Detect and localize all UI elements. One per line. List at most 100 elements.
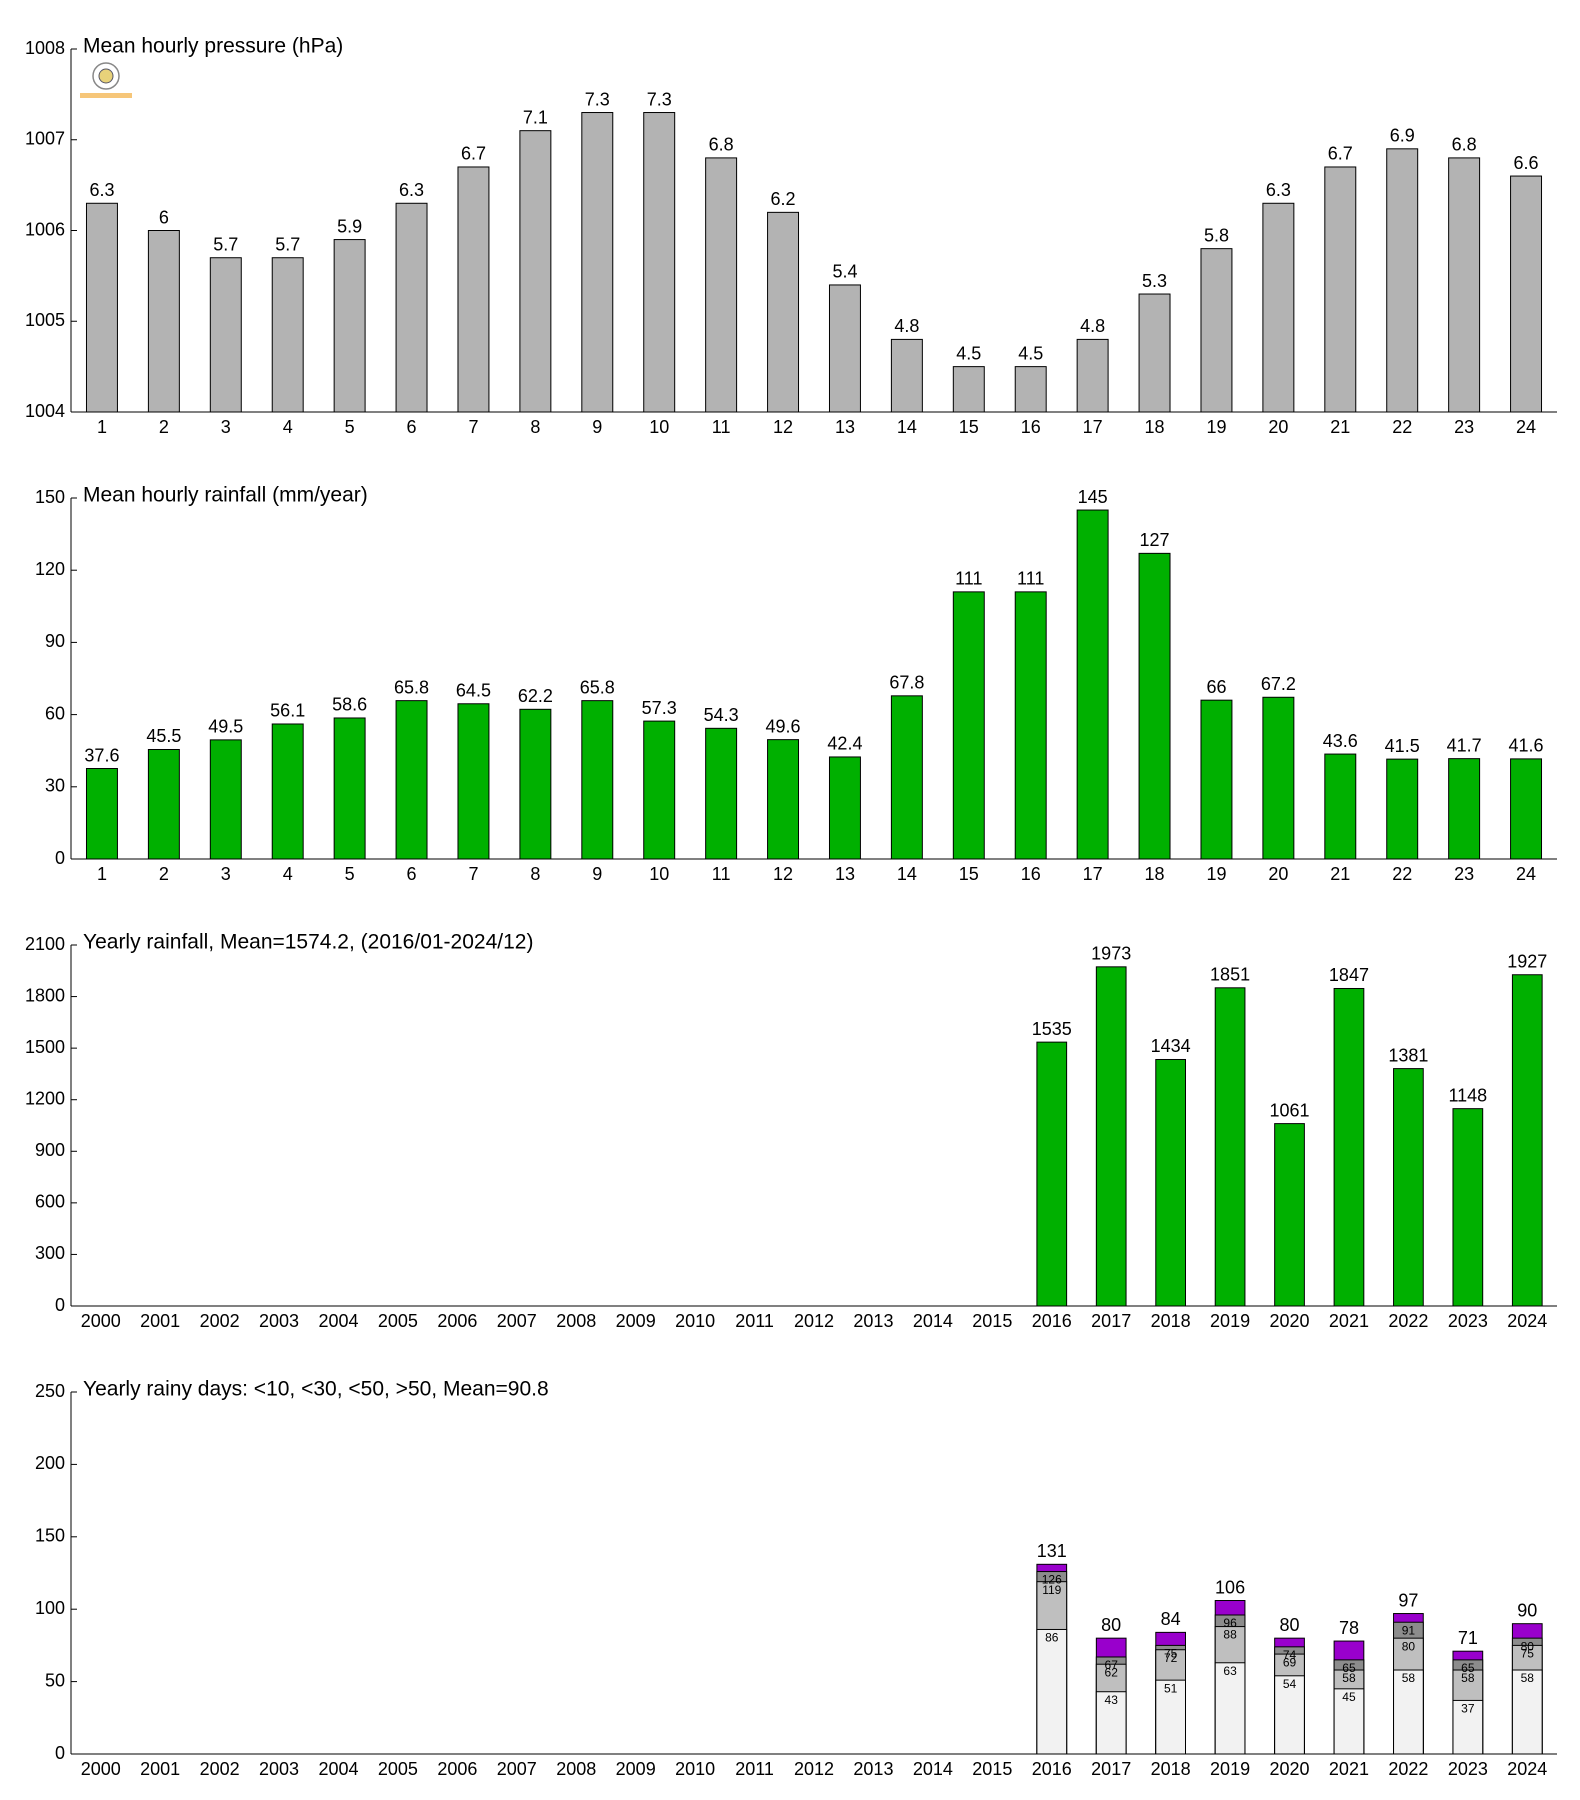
x-tick-label: 2001 [140,1759,180,1779]
x-tick-label: 2004 [318,1759,358,1779]
bar [1510,758,1543,860]
x-tick-label: 2014 [913,1759,953,1779]
x-tick-label: 2011 [735,1759,774,1779]
x-tick-label: 19 [1206,417,1226,437]
value-label: 67.2 [1261,674,1296,694]
x-tick-label: 2003 [259,1311,299,1331]
x-tick-label: 6 [407,864,417,884]
chart-title: Mean hourly rainfall (mm/year) [83,484,368,507]
value-label: 64.5 [456,681,491,701]
value-label: 6.7 [461,144,486,164]
x-tick-label: 2018 [1151,1759,1191,1779]
x-tick-label: 2013 [853,1759,893,1779]
x-tick-label: 4 [283,417,293,437]
value-label: 84 [1161,1609,1181,1629]
value-label: 5.7 [213,234,238,254]
value-label: 5.8 [1204,225,1229,245]
x-tick-label: 15 [959,417,979,437]
value-label: 43.6 [1323,731,1358,751]
value-label: 7.1 [523,107,548,127]
value-label: 58.6 [332,695,367,715]
y-tick-label: 1005 [25,310,65,330]
x-tick-label: 2024 [1507,1759,1547,1779]
x-tick-label: 2010 [675,1759,715,1779]
bar [1393,1068,1424,1307]
y-tick-label: 300 [35,1243,65,1263]
value-label: 42.4 [827,734,862,754]
bar [1138,293,1171,413]
y-tick-label: 1200 [25,1088,65,1108]
segment-label: 86 [1045,1631,1059,1645]
x-tick-label: 2015 [972,1311,1012,1331]
x-tick-label: 2021 [1329,1311,1369,1331]
value-label: 1847 [1329,965,1369,985]
x-tick-label: 21 [1330,417,1350,437]
x-tick-label: 16 [1021,864,1041,884]
y-tick-label: 150 [35,1526,65,1546]
y-tick-label: 100 [35,1598,65,1618]
value-label: 41.5 [1385,736,1420,756]
value-label: 1381 [1388,1045,1428,1065]
x-tick-label: 12 [773,417,793,437]
value-label: 6.3 [1266,180,1291,200]
bar [457,703,490,860]
x-tick-label: 2004 [318,1311,358,1331]
chart-title: Mean hourly pressure (hPa) [83,35,343,58]
value-label: 37.6 [84,745,119,765]
segment-label: 67 [1105,1658,1119,1672]
x-tick-label: 2016 [1032,1759,1072,1779]
value-label: 41.6 [1509,736,1544,756]
value-label: 4.8 [894,316,919,336]
x-tick-label: 13 [835,864,855,884]
bar [333,717,366,860]
bar [457,166,490,413]
x-tick-label: 14 [897,864,917,884]
chart-title: Yearly rainfall, Mean=1574.2, (2016/01-2… [83,931,533,954]
value-label: 57.3 [642,698,677,718]
x-tick-label: 22 [1392,864,1412,884]
value-label: 49.6 [766,716,801,736]
bar [952,591,985,860]
value-label: 71 [1458,1628,1478,1648]
chart-title: Yearly rainy days: <10, <30, <50, >50, M… [83,1378,549,1401]
value-label: 5.3 [1142,271,1167,291]
x-tick-label: 2009 [616,1311,656,1331]
segment-label: 58 [1461,1671,1475,1685]
y-tick-label: 150 [35,487,65,507]
y-tick-label: 1008 [25,38,65,58]
bar [1452,1108,1484,1307]
value-label: 1851 [1210,965,1250,985]
x-tick-label: 13 [835,417,855,437]
x-tick-label: 3 [221,417,231,437]
bar [147,748,180,860]
bar [1138,552,1171,860]
value-label: 7.3 [585,89,610,109]
y-tick-label: 1500 [25,1037,65,1057]
x-tick-label: 7 [468,864,478,884]
logo-core [98,68,114,84]
x-tick-label: 2000 [81,1759,121,1779]
x-tick-label: 12 [773,864,793,884]
x-tick-label: 2013 [853,1311,893,1331]
value-label: 90 [1517,1600,1537,1620]
x-tick-label: 18 [1145,417,1165,437]
segment-label: 65 [1342,1661,1356,1675]
bar [1274,1123,1305,1307]
x-tick-label: 2 [159,864,169,884]
bar [395,700,428,860]
logo [80,62,132,98]
segment-label: 96 [1223,1616,1237,1630]
bar [1393,1669,1424,1755]
x-tick-label: 2017 [1091,1311,1131,1331]
value-label: 54.3 [704,705,739,725]
bar [1262,202,1295,413]
x-tick-label: 2015 [972,1759,1012,1779]
segment-label: 69 [1283,1655,1297,1669]
y-tick-label: 900 [35,1140,65,1160]
bar [1095,1691,1127,1755]
value-label: 6.8 [1452,135,1477,155]
bar [890,695,923,860]
value-label: 5.9 [337,216,362,236]
value-label: 78 [1339,1618,1359,1638]
segment-label: 62 [1105,1665,1119,1679]
